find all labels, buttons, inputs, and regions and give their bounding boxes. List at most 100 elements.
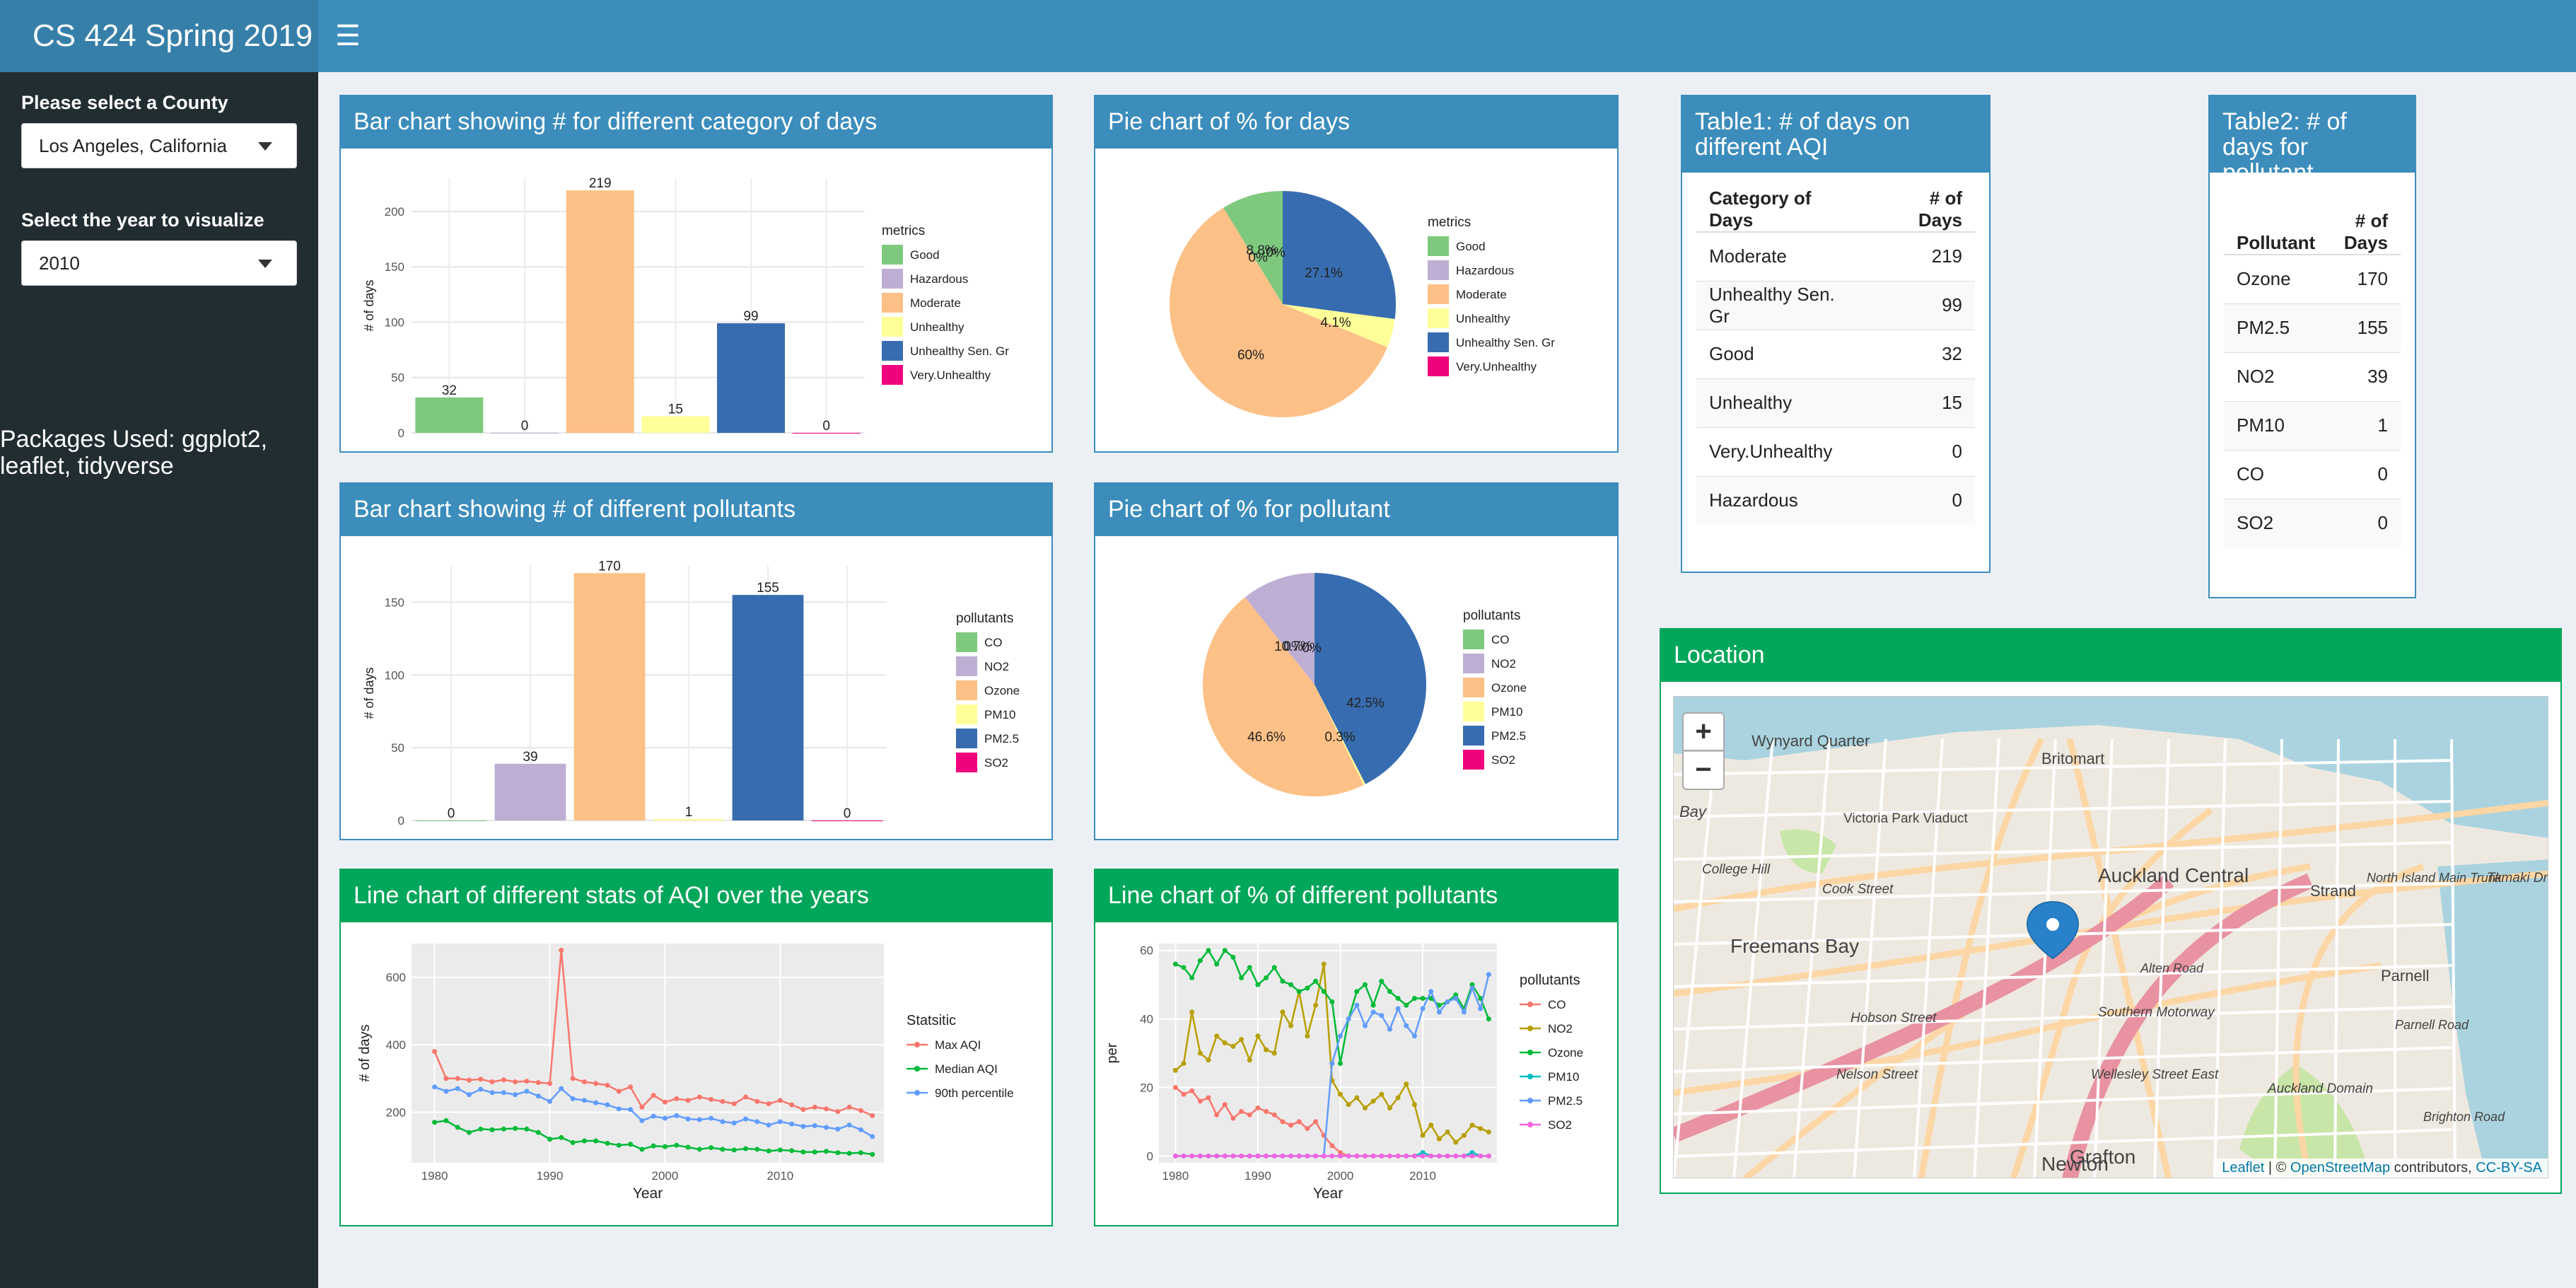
cell: 1 <box>2331 400 2401 450</box>
cell: CO <box>2224 449 2331 499</box>
legend-label: PM2.5 <box>984 732 1019 745</box>
map-attribution: Leaflet | © OpenStreetMap contributors, … <box>2216 1159 2548 1178</box>
data-point <box>628 1084 634 1090</box>
plot-panel <box>412 566 887 820</box>
data-point <box>685 1098 691 1103</box>
year-select[interactable]: 2010 <box>21 240 297 286</box>
data-point <box>1305 985 1310 991</box>
legend-swatch <box>1428 236 1449 256</box>
data-point <box>1247 1153 1252 1159</box>
data-point <box>754 1147 760 1152</box>
data-point <box>835 1126 841 1132</box>
data-point <box>1189 1088 1195 1093</box>
data-point <box>1222 1153 1228 1159</box>
y-tick-label: 600 <box>386 971 406 985</box>
app-title: CS 424 Spring 2019 <box>0 0 318 72</box>
cell: NO2 <box>2224 352 2331 401</box>
data-point <box>1420 996 1426 1001</box>
data-point <box>1379 978 1385 984</box>
data-label: 0 <box>448 806 455 821</box>
license-link[interactable]: CC-BY-SA <box>2476 1160 2542 1176</box>
table-row: PM2.5 155 <box>2224 303 2401 352</box>
legend-label: NO2 <box>1548 1022 1573 1035</box>
map-label: Cook Street <box>1822 882 1894 897</box>
data-point <box>1453 992 1459 998</box>
osm-link[interactable]: OpenStreetMap <box>2290 1160 2391 1176</box>
cell: 0 <box>1870 427 1975 476</box>
data-point <box>432 1084 438 1090</box>
data-point <box>1313 978 1319 984</box>
legend-label: Very.Unhealthy <box>910 369 991 382</box>
data-point <box>1172 961 1178 967</box>
data-point <box>1255 982 1261 987</box>
data-point <box>501 1090 506 1096</box>
legend-swatch <box>956 680 977 700</box>
data-point <box>559 1135 564 1140</box>
zoom-out-button[interactable]: − <box>1682 751 1725 790</box>
data-point <box>1362 1106 1368 1110</box>
map-label: Grafton <box>2070 1146 2135 1168</box>
data-point <box>709 1145 714 1151</box>
street <box>1674 882 2452 903</box>
legend-label: Ozone <box>984 684 1020 697</box>
data-point <box>501 1126 506 1132</box>
data-point <box>1197 958 1203 963</box>
sidebar-toggle-icon[interactable]: ☰ <box>335 21 361 52</box>
legend-label: Unhealthy Sen. Gr <box>910 344 1009 358</box>
data-point <box>1445 1153 1450 1159</box>
data-point <box>1329 1153 1335 1159</box>
legend-swatch <box>1428 260 1449 280</box>
map-tiles[interactable]: Wynyard Quarter Britomart Victoria Park Vi… <box>1674 697 2548 1178</box>
data-point <box>1313 1119 1319 1125</box>
leaflet-map[interactable]: Wynyard Quarter Britomart Victoria Park Vi… <box>1673 696 2548 1178</box>
cell: 0 <box>2331 498 2401 547</box>
map-label: Strand <box>2310 882 2356 900</box>
table1: Category of Days # of Days Moderate 219 Un… <box>1696 187 1975 525</box>
legend-key-point <box>1527 1002 1533 1007</box>
y-tick-label: 50 <box>391 741 404 755</box>
data-label: 1 <box>685 805 693 820</box>
street <box>1732 738 1774 1178</box>
data-point <box>443 1076 449 1081</box>
data-point <box>824 1149 829 1154</box>
y-axis-label: # of days <box>362 279 376 331</box>
data-point <box>651 1093 656 1098</box>
data-point <box>697 1117 702 1122</box>
x-tick-label: 1990 <box>537 1169 564 1183</box>
table-row: Unhealthy Sen. Gr 99 <box>1696 280 1975 330</box>
map-label: Wellesley Street East <box>2091 1067 2219 1082</box>
data-label: 0 <box>521 419 529 434</box>
legend-label: Unhealthy <box>910 320 964 334</box>
y-tick-label: 150 <box>385 260 404 274</box>
legend-label: Ozone <box>1548 1046 1583 1060</box>
data-point <box>1206 1057 1211 1063</box>
data-point <box>593 1138 599 1144</box>
street <box>1674 1128 2452 1158</box>
data-point <box>824 1106 829 1112</box>
data-point <box>1346 1153 1351 1159</box>
map-label: Auckland Domain <box>2267 1081 2373 1096</box>
data-point <box>1321 1153 1327 1159</box>
data-point <box>1280 1119 1286 1125</box>
legend-label: NO2 <box>1491 657 1516 671</box>
data-point <box>593 1100 599 1106</box>
data-point <box>628 1107 634 1113</box>
street <box>1674 964 2452 988</box>
data-point <box>1461 1153 1467 1159</box>
data-point <box>1305 1153 1310 1159</box>
legend-swatch <box>882 341 903 361</box>
data-point <box>432 1120 438 1125</box>
table-row: Very.Unhealthy 0 <box>1696 427 1975 476</box>
data-point <box>835 1109 841 1115</box>
data-point <box>789 1121 795 1127</box>
leaflet-link[interactable]: Leaflet <box>2222 1160 2265 1176</box>
data-point <box>1329 1143 1335 1149</box>
data-point <box>1428 996 1434 1001</box>
y-tick-label: 60 <box>1140 944 1153 958</box>
line-chart-pollutants: 0 20 40 60 1980 1990 2000 2010 Year per pollutants… <box>1105 944 1583 1202</box>
legend-swatch <box>882 365 903 385</box>
zoom-in-button[interactable]: + <box>1682 712 1725 751</box>
box-pie-days: Pie chart of % for days 8.8% 0% 60% 4.1% 27.… <box>1094 95 1619 453</box>
county-select[interactable]: Los Angeles, California <box>21 123 297 168</box>
data-point <box>789 1148 795 1154</box>
